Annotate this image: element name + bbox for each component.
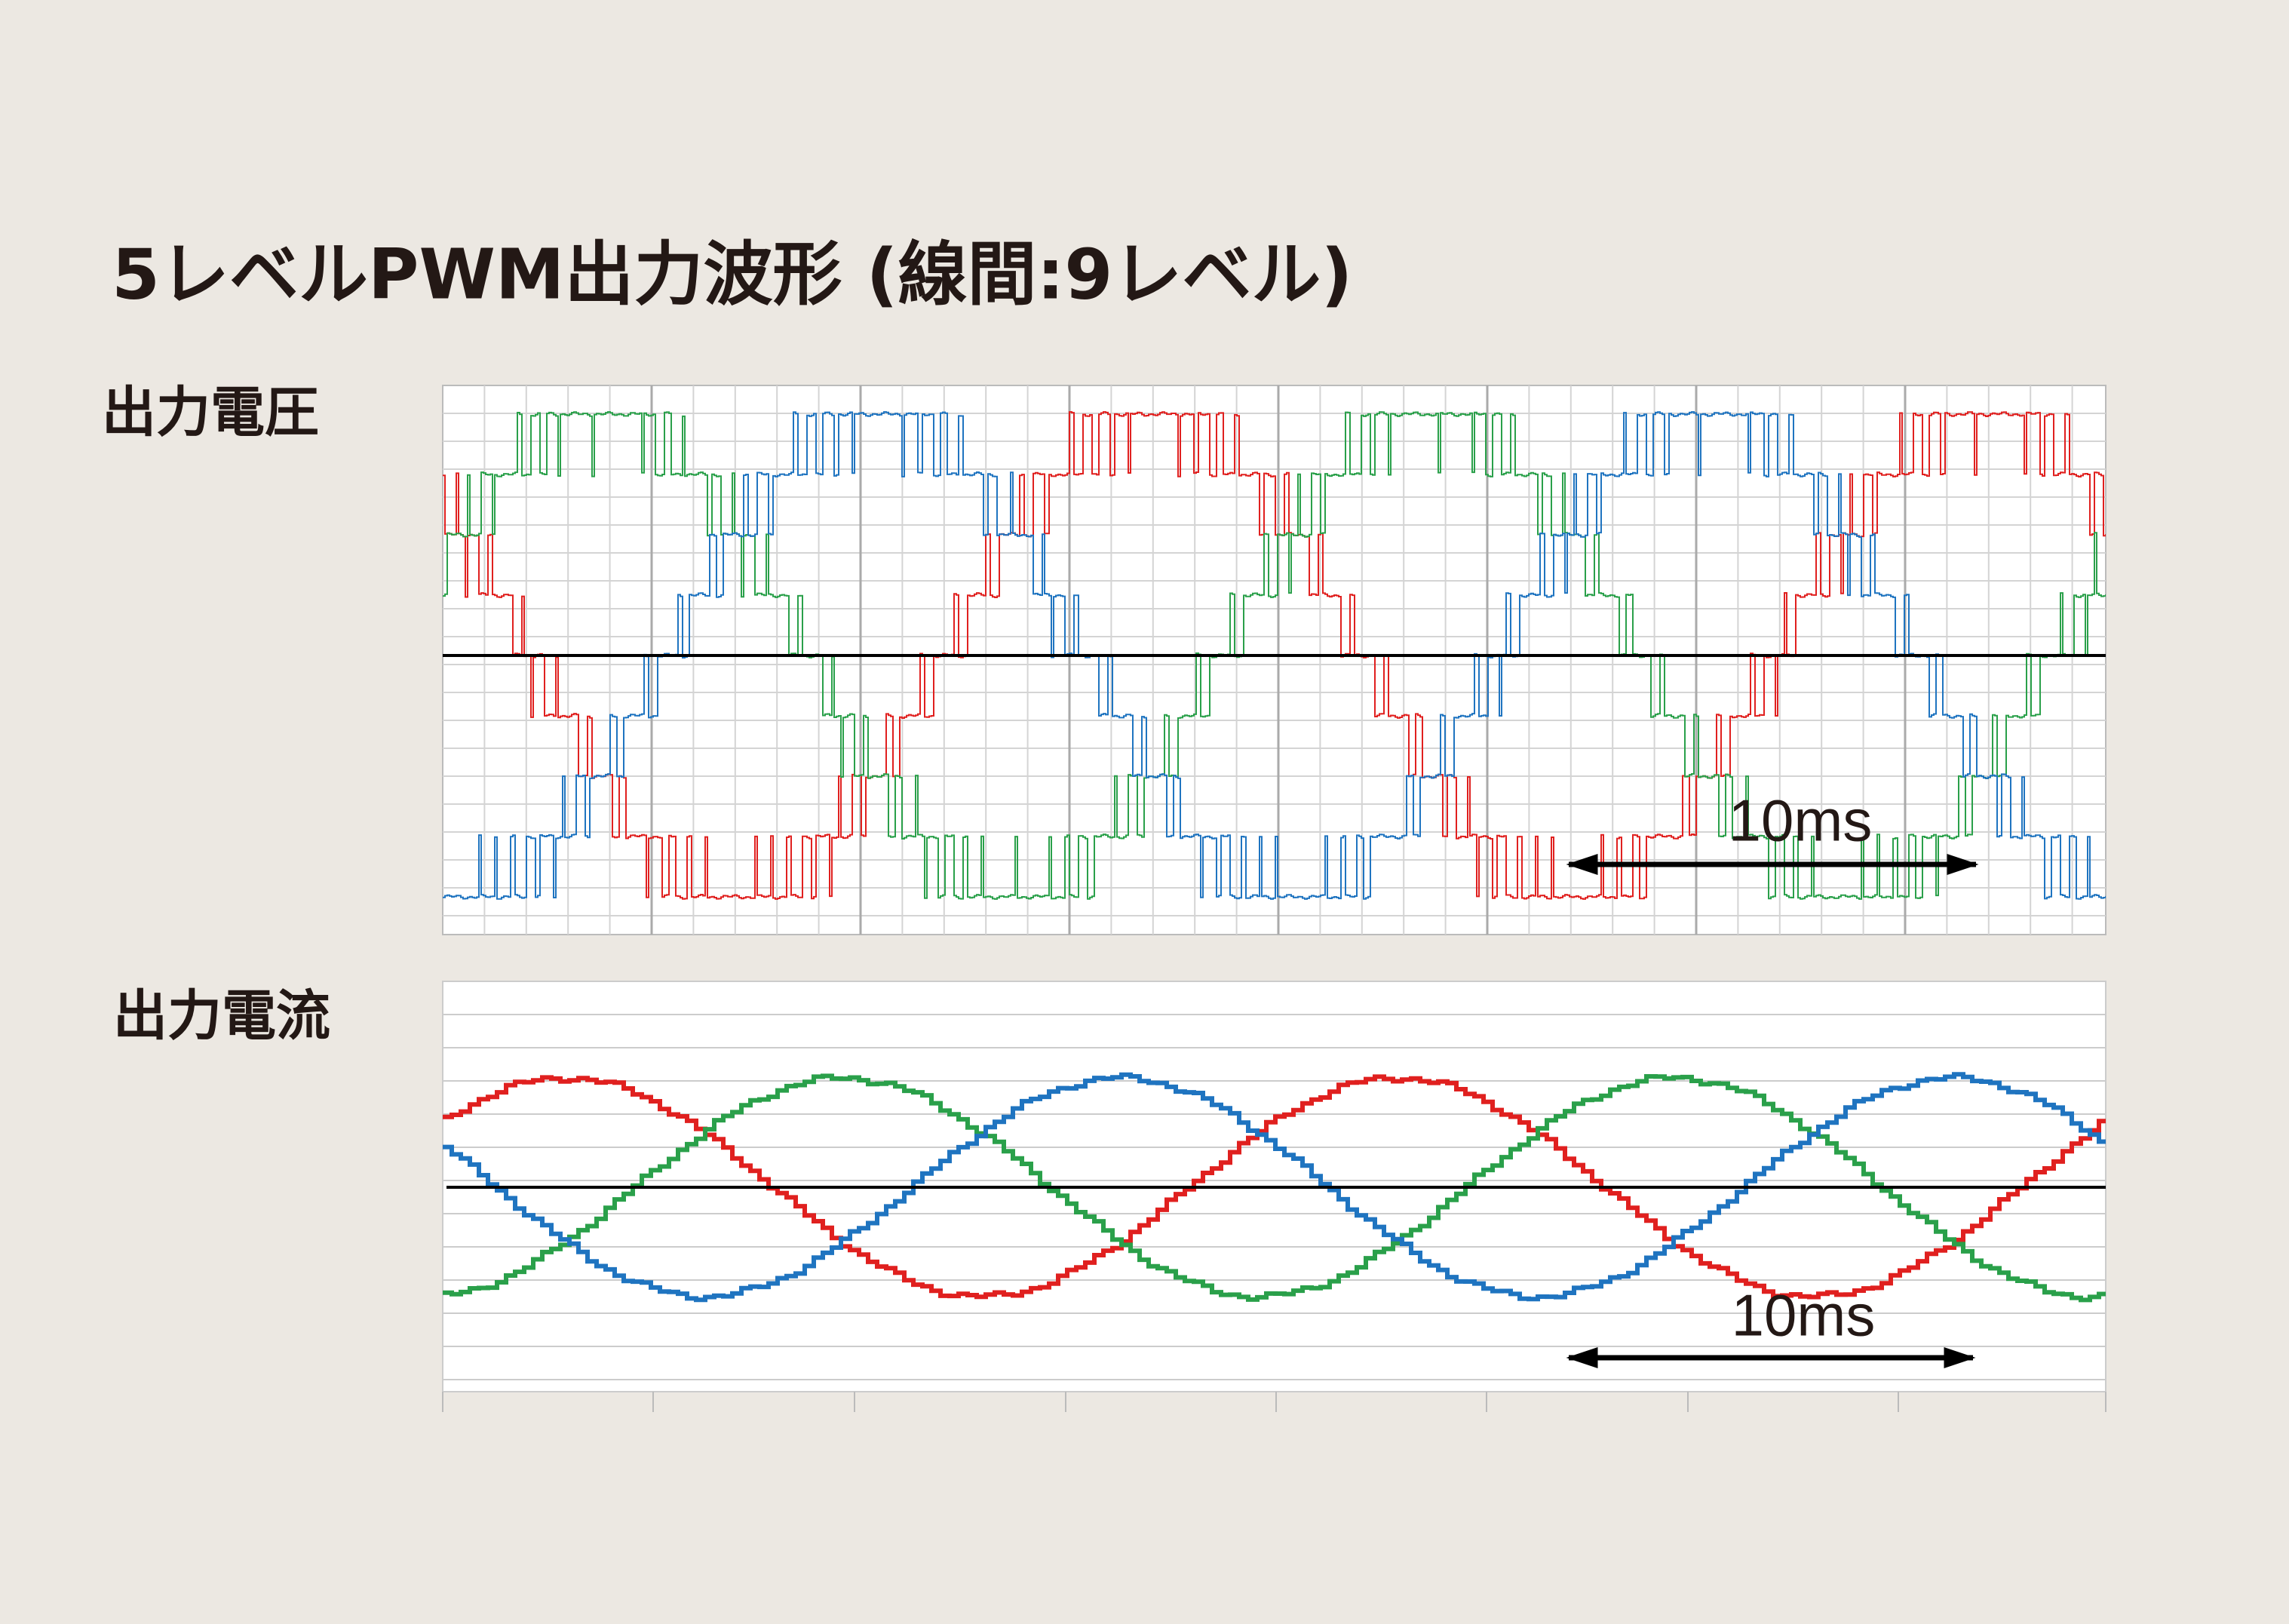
scale-label: 10ms (1729, 787, 1873, 854)
voltage-wave (443, 411, 2106, 900)
panel-label: 出力電圧 (102, 381, 319, 444)
current-waves (443, 1072, 2106, 1303)
panel-label: 出力電流 (113, 984, 330, 1048)
current-grid (442, 1014, 2106, 1412)
current-wave (443, 1073, 2106, 1303)
current-wave (443, 1072, 2106, 1303)
voltage-grid (443, 385, 2106, 935)
voltage-wave (443, 411, 2106, 900)
scale-label: 10ms (1732, 1282, 1876, 1349)
current-wave (443, 1074, 2106, 1300)
voltage-panel (442, 385, 2106, 935)
voltage-waves (443, 411, 2106, 900)
title: 5レベルPWM出力波形 (線間:9レベル) (112, 234, 1352, 315)
